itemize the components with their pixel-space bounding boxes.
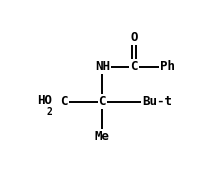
Text: Ph: Ph: [160, 60, 175, 73]
Text: 2: 2: [47, 107, 53, 117]
Text: Bu-t: Bu-t: [142, 95, 173, 108]
Text: C: C: [99, 95, 106, 108]
Text: Me: Me: [95, 130, 110, 143]
Text: NH: NH: [95, 60, 110, 73]
Text: O: O: [130, 31, 138, 44]
Text: C: C: [60, 95, 68, 108]
Text: C: C: [130, 60, 138, 73]
Text: HO: HO: [37, 94, 53, 107]
